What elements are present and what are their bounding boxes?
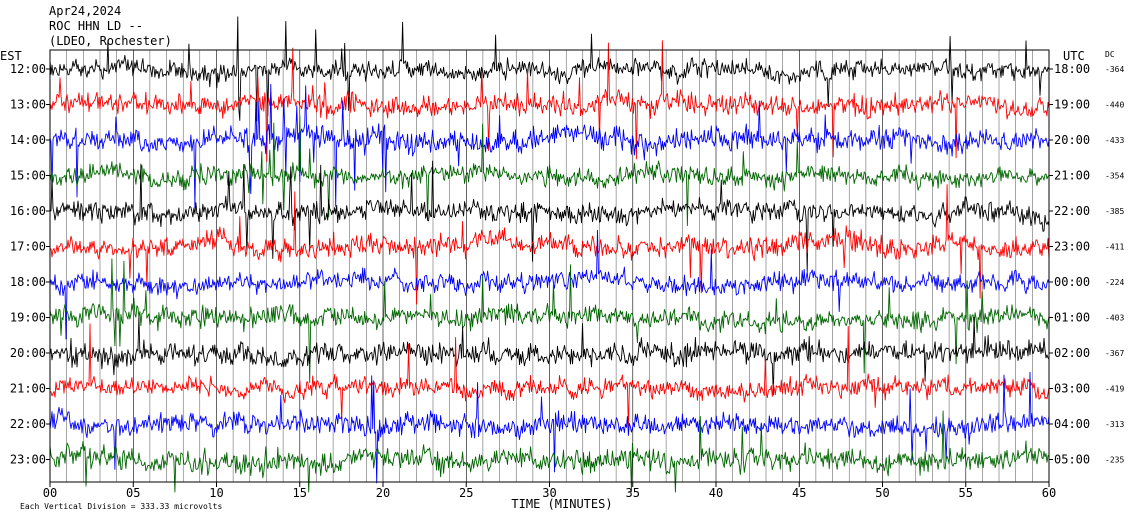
utc-hour-label: 01:00 bbox=[1054, 311, 1090, 325]
utc-hour-label: 19:00 bbox=[1054, 98, 1090, 112]
trace-line bbox=[49, 83, 1050, 209]
trace-line bbox=[49, 160, 1050, 272]
est-hour-label: 16:00 bbox=[10, 204, 46, 218]
x-tick-label: 05 bbox=[126, 486, 140, 500]
header-date: Apr24,2024 bbox=[49, 4, 122, 18]
x-tick-label: 45 bbox=[792, 486, 806, 500]
x-tick-label: 50 bbox=[875, 486, 889, 500]
est-hour-label: 20:00 bbox=[10, 346, 46, 360]
est-hour-label: 13:00 bbox=[10, 98, 46, 112]
x-axis-title: TIME (MINUTES) bbox=[511, 497, 612, 511]
utc-hour-label: 04:00 bbox=[1054, 417, 1090, 431]
utc-hour-label: 00:00 bbox=[1054, 275, 1090, 289]
dc-offset-label: -224 bbox=[1105, 278, 1124, 287]
est-hour-label: 19:00 bbox=[10, 311, 46, 325]
seismic-traces bbox=[49, 16, 1050, 493]
header-station: ROC HHN LD -- bbox=[49, 19, 143, 33]
scale-note: Each Vertical Division = 333.33 microvol… bbox=[20, 502, 222, 511]
dc-offset-label: -313 bbox=[1105, 420, 1124, 429]
trace-line bbox=[49, 258, 1050, 384]
minute-grid bbox=[66, 50, 1033, 482]
dc-offset-label: -419 bbox=[1105, 385, 1124, 394]
est-hour-label: 23:00 bbox=[10, 453, 46, 467]
est-hour-label: 21:00 bbox=[10, 382, 46, 396]
dc-offset-label: -411 bbox=[1105, 243, 1124, 252]
est-hour-label: 22:00 bbox=[10, 417, 46, 431]
est-hour-label: 14:00 bbox=[10, 133, 46, 147]
est-hour-label: 15:00 bbox=[10, 169, 46, 183]
dc-offset-label: -385 bbox=[1105, 207, 1124, 216]
dc-offset-label: -235 bbox=[1105, 456, 1124, 465]
dc-offset-label: -440 bbox=[1105, 101, 1124, 110]
est-hour-label: 17:00 bbox=[10, 240, 46, 254]
x-tick-label: 55 bbox=[959, 486, 973, 500]
x-tick-label: 30 bbox=[542, 486, 556, 500]
x-tick-label: 35 bbox=[626, 486, 640, 500]
row-labels: 12:00 18:00 -364 13:00 19:00 -440 14:00 20:00 -4… bbox=[10, 62, 1125, 467]
dc-offset-label: -433 bbox=[1105, 136, 1124, 145]
x-tick-label: 40 bbox=[709, 486, 723, 500]
x-tick-label: 15 bbox=[293, 486, 307, 500]
utc-hour-label: 02:00 bbox=[1054, 346, 1090, 360]
trace-line bbox=[49, 115, 1050, 226]
dc-offset-label: -364 bbox=[1105, 65, 1124, 74]
x-tick-label: 10 bbox=[209, 486, 223, 500]
trace-line bbox=[49, 323, 1050, 432]
utc-hour-label: 21:00 bbox=[1054, 169, 1090, 183]
utc-hour-label: 23:00 bbox=[1054, 240, 1090, 254]
utc-hour-label: 03:00 bbox=[1054, 382, 1090, 396]
x-tick-label: 60 bbox=[1042, 486, 1056, 500]
utc-hour-label: 05:00 bbox=[1054, 453, 1090, 467]
right-timezone-label: UTC bbox=[1063, 49, 1085, 63]
x-tick-label: 25 bbox=[459, 486, 473, 500]
left-timezone-label: EST bbox=[0, 49, 22, 63]
x-ticks: 00 05 10 15 20 25 30 35 40 45 50 55 60 bbox=[43, 482, 1056, 500]
utc-hour-label: 22:00 bbox=[1054, 204, 1090, 218]
est-hour-label: 12:00 bbox=[10, 62, 46, 76]
dc-offset-label: -354 bbox=[1105, 172, 1124, 181]
x-tick-label: 00 bbox=[43, 486, 57, 500]
trace-line bbox=[49, 229, 1050, 340]
dc-header-label: DC bbox=[1105, 50, 1115, 59]
trace-line bbox=[49, 316, 1050, 396]
trace-line bbox=[49, 16, 1050, 122]
x-tick-label: 20 bbox=[376, 486, 390, 500]
dc-offset-label: -403 bbox=[1105, 314, 1124, 323]
trace-line bbox=[49, 410, 1049, 493]
utc-hour-label: 20:00 bbox=[1054, 133, 1090, 147]
est-hour-label: 18:00 bbox=[10, 275, 46, 289]
trace-line bbox=[49, 40, 1050, 162]
dc-offset-label: -367 bbox=[1105, 349, 1124, 358]
trace-line bbox=[49, 371, 1050, 484]
utc-hour-label: 18:00 bbox=[1054, 62, 1090, 76]
trace-line bbox=[49, 184, 1050, 305]
header-location: (LDEO, Rochester) bbox=[49, 34, 172, 48]
